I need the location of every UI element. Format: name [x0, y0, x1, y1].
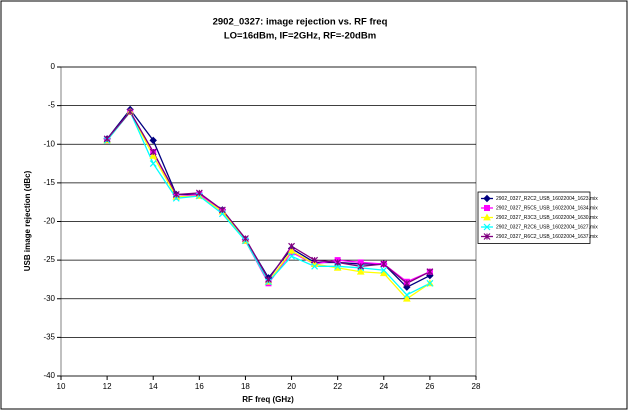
y-tick-label: -30 — [43, 294, 55, 303]
chart-subtitle: LO=16dBm, IF=2GHz, RF=-20dBm — [224, 31, 376, 42]
legend-label: 2902_0327_R3C3_USB_16022004_1630.mix — [496, 215, 598, 221]
y-tick-label: -25 — [43, 255, 55, 264]
data-point — [149, 160, 157, 167]
data-point — [288, 252, 295, 260]
data-point — [218, 206, 226, 214]
x-tick-label: 10 — [57, 382, 66, 391]
x-tick-label: 16 — [195, 382, 204, 391]
y-tick-label: -35 — [43, 332, 55, 341]
data-point — [103, 135, 111, 143]
data-point — [403, 279, 411, 287]
data-point — [126, 108, 134, 116]
data-point — [311, 256, 319, 264]
data-point — [357, 262, 365, 270]
chart-title: 2902_0327: image rejection vs. RF freq — [213, 17, 388, 28]
legend-marker — [483, 223, 491, 231]
legend-marker — [484, 205, 490, 211]
y-tick-label: -20 — [43, 217, 55, 226]
data-point — [242, 235, 249, 242]
x-tick-label: 14 — [149, 382, 158, 391]
x-tick-label: 22 — [333, 382, 342, 391]
data-point — [334, 259, 342, 266]
data-point — [356, 267, 365, 275]
x-tick-label: 26 — [425, 382, 434, 391]
legend-marker — [483, 194, 491, 203]
x-tick-label: 24 — [379, 382, 388, 391]
legend-label: 2902_0327_R6C2_USB_16022004_1637.mix — [496, 234, 598, 240]
x-tick-label: 12 — [103, 382, 112, 391]
legend-box — [477, 191, 591, 244]
data-point — [195, 192, 203, 200]
data-point — [426, 279, 434, 287]
data-point — [380, 266, 388, 274]
data-point — [195, 189, 203, 197]
data-point — [288, 242, 295, 250]
legend-label: 2902_0327_R5C5_USB_16022004_1634.mix — [496, 205, 598, 211]
y-tick-label: 0 — [51, 62, 56, 71]
legend-marker — [483, 213, 491, 221]
y-tick-label: -10 — [43, 139, 55, 148]
data-point — [403, 283, 411, 291]
data-point — [426, 268, 434, 276]
legend-label: 2902_0327_R2C6_USB_16022004_1627.mix — [496, 224, 598, 230]
data-point — [149, 151, 158, 159]
x-tick-label: 20 — [287, 382, 296, 391]
data-point — [380, 260, 388, 268]
y-tick-label: -5 — [48, 101, 56, 110]
data-point — [149, 136, 157, 145]
data-point — [172, 191, 180, 198]
data-point — [265, 276, 272, 283]
y-axis-label: USB image rejection (dBc) — [23, 170, 32, 271]
data-point — [149, 148, 157, 156]
legend-marker — [483, 233, 491, 240]
data-point — [379, 269, 388, 277]
x-axis-label: RF freq (GHz) — [242, 395, 294, 404]
y-tick-label: -40 — [43, 371, 55, 380]
data-point — [403, 291, 411, 299]
data-point — [287, 246, 296, 254]
x-tick-label: 18 — [241, 382, 250, 391]
y-tick-label: -15 — [43, 178, 55, 187]
legend-label: 2902_0327_R2C2_USB_16022004_1623.mix — [496, 196, 598, 202]
data-point — [402, 294, 411, 302]
x-tick-label: 28 — [472, 382, 481, 391]
data-point — [311, 262, 319, 270]
